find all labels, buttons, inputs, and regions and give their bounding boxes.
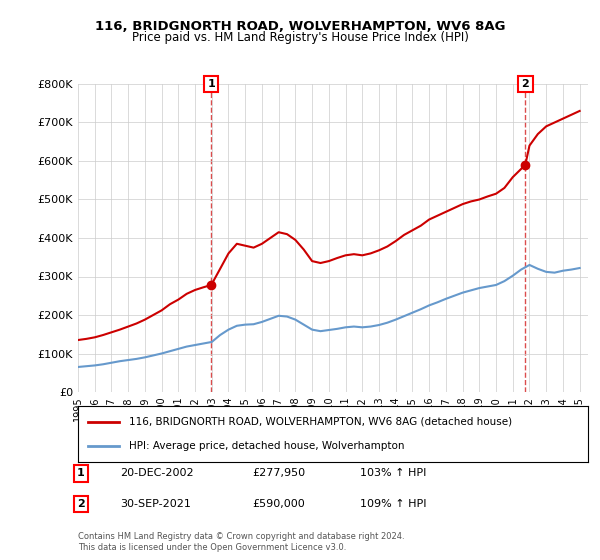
Text: 1: 1 [208,79,215,89]
Text: £277,950: £277,950 [252,468,305,478]
Text: 20-DEC-2002: 20-DEC-2002 [120,468,194,478]
Text: 116, BRIDGNORTH ROAD, WOLVERHAMPTON, WV6 8AG: 116, BRIDGNORTH ROAD, WOLVERHAMPTON, WV6… [95,20,505,32]
Text: Contains HM Land Registry data © Crown copyright and database right 2024.
This d: Contains HM Land Registry data © Crown c… [78,532,404,552]
Text: Price paid vs. HM Land Registry's House Price Index (HPI): Price paid vs. HM Land Registry's House … [131,31,469,44]
Text: 1: 1 [77,468,85,478]
Text: 2: 2 [77,499,85,509]
Text: 116, BRIDGNORTH ROAD, WOLVERHAMPTON, WV6 8AG (detached house): 116, BRIDGNORTH ROAD, WOLVERHAMPTON, WV6… [129,417,512,427]
Text: 30-SEP-2021: 30-SEP-2021 [120,499,191,509]
Text: 109% ↑ HPI: 109% ↑ HPI [360,499,427,509]
Text: £590,000: £590,000 [252,499,305,509]
Text: HPI: Average price, detached house, Wolverhampton: HPI: Average price, detached house, Wolv… [129,441,404,451]
Text: 103% ↑ HPI: 103% ↑ HPI [360,468,427,478]
Text: 2: 2 [521,79,529,89]
